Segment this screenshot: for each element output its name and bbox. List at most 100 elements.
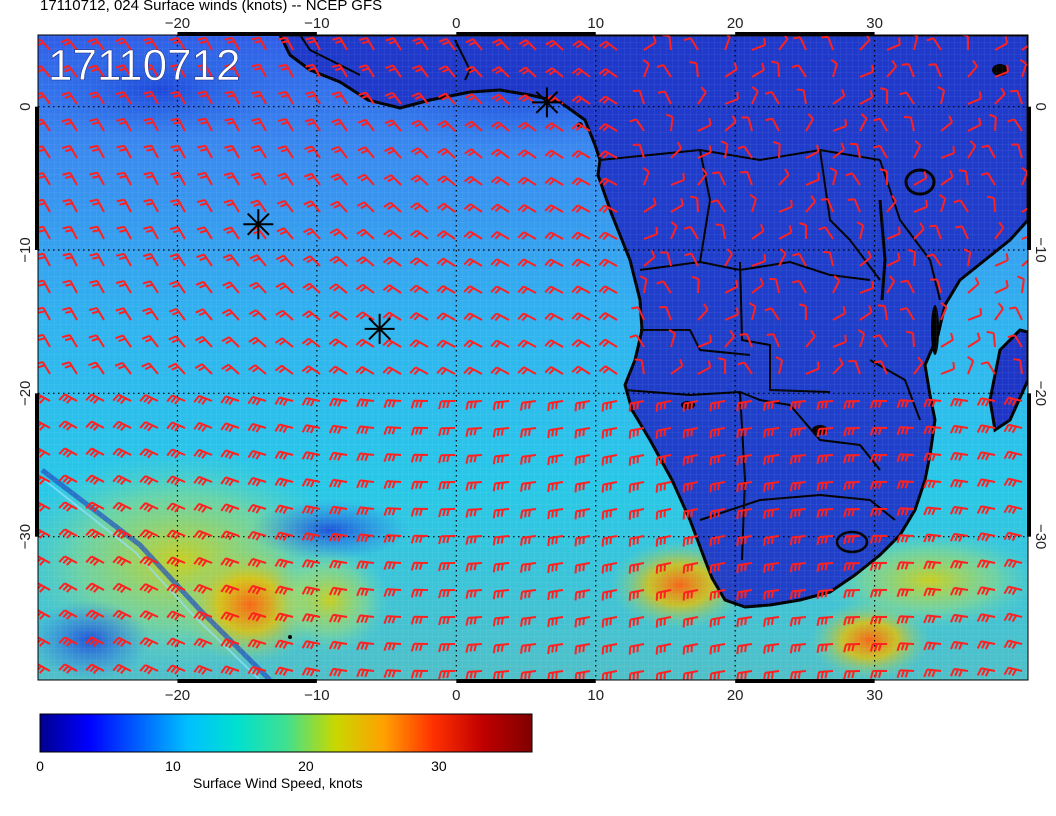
wind-barb (61, 144, 78, 159)
wind-barb (657, 90, 672, 105)
wind-barb (58, 501, 78, 512)
wind-barb (492, 562, 510, 573)
wind-barb (763, 643, 780, 654)
wind-barb (38, 198, 51, 213)
wind-barb (520, 616, 537, 627)
wind-barb (247, 476, 267, 487)
wind-barb (697, 360, 712, 375)
wind-barb (223, 226, 240, 240)
wind-barb (356, 452, 375, 462)
wind-barb (571, 339, 591, 348)
wind-barb (571, 149, 591, 159)
wind-barb (859, 35, 871, 51)
wind-barb (724, 307, 739, 321)
wind-barb (1011, 143, 1023, 159)
wind-barb (274, 585, 294, 596)
wind-barb (222, 308, 240, 321)
wind-barb (170, 144, 186, 159)
wind-barb (859, 113, 868, 132)
wind-barb (709, 508, 726, 520)
wind-barb (223, 199, 240, 213)
wind-barb (682, 400, 699, 412)
wind-barb (886, 194, 897, 213)
wind-barb (816, 670, 834, 680)
wind-barb (520, 427, 537, 438)
lat-tick-label: −10 (1032, 237, 1049, 262)
wind-barb (869, 453, 888, 463)
wind-barb (976, 424, 996, 434)
wind-barb (328, 532, 348, 542)
wind-barb (88, 64, 105, 78)
wind-barb (85, 555, 105, 566)
wind-barb (697, 86, 707, 105)
wind-barb (869, 588, 888, 598)
wind-barb (571, 177, 591, 186)
wind-barb (437, 175, 456, 186)
wind-barb (166, 637, 186, 648)
wind-barb (89, 171, 105, 186)
wind-barb (981, 144, 996, 159)
wind-barb (923, 587, 942, 597)
wind-barb (329, 283, 348, 294)
wind-barb (492, 38, 510, 51)
wind-barb (520, 562, 537, 573)
wind-barb (778, 35, 789, 51)
wind-barb (169, 280, 186, 294)
wind-barb (220, 476, 240, 487)
wind-barb (356, 560, 375, 570)
wind-barb (950, 613, 969, 623)
wind-barb (438, 427, 456, 437)
wind-barb (670, 197, 685, 213)
asterisk-marker (364, 313, 395, 344)
wind-barb (277, 145, 294, 159)
wind-barb (771, 60, 780, 78)
wind-barb (328, 505, 348, 515)
wind-barb (718, 357, 727, 375)
wind-barb (598, 68, 618, 78)
wind-barb (141, 334, 159, 348)
wind-barb (193, 529, 213, 540)
wind-barb (220, 665, 240, 676)
wind-barb (908, 248, 916, 267)
wind-barb (856, 221, 865, 240)
wind-barb (465, 535, 483, 545)
wind-barb (843, 508, 861, 518)
wind-barb (410, 588, 429, 598)
wind-barb (843, 535, 861, 545)
wind-barb (912, 35, 919, 51)
wind-barb (465, 508, 483, 518)
wind-barb (859, 305, 873, 321)
wind-barb (682, 481, 699, 493)
wind-barb (193, 448, 213, 459)
frame-segment (177, 679, 317, 683)
wind-barb (950, 478, 969, 488)
wind-barb (464, 120, 483, 132)
wind-barb (950, 559, 969, 569)
wind-barb (463, 285, 483, 294)
wind-barb (274, 477, 294, 488)
wind-barb (358, 91, 375, 105)
wind-barb (410, 147, 429, 159)
wind-barb (517, 366, 537, 375)
wind-barb (929, 224, 942, 240)
wind-barb (547, 427, 564, 439)
wind-barb (382, 284, 402, 294)
wind-barb (655, 616, 672, 628)
wind-barb (923, 614, 942, 624)
wind-barb (170, 117, 186, 132)
wind-barb (896, 669, 915, 679)
wind-barb (905, 330, 915, 348)
wind-barb (896, 588, 915, 598)
wind-barb (224, 63, 240, 78)
wind-barb (38, 333, 51, 348)
wind-barb (720, 140, 729, 159)
wind-barb (463, 312, 483, 321)
lon-tick-label: −20 (165, 15, 190, 32)
wind-barb (967, 332, 981, 348)
wind-barb (383, 642, 402, 651)
wind-barb (197, 90, 213, 105)
wind-barb (830, 59, 839, 78)
wind-barb (116, 198, 132, 213)
wind-barb (789, 589, 807, 600)
wind-barb (409, 257, 429, 267)
